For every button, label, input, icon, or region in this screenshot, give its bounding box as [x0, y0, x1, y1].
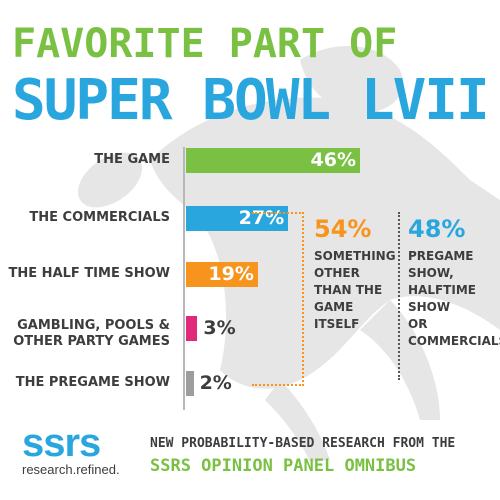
category-label-line: OTHER PARTY GAMES: [13, 334, 170, 349]
callout-something-other-percent: 54%: [314, 215, 372, 243]
category-label: THE COMMERCIALS: [29, 210, 170, 226]
footer-panel-line: SSRS OPINION PANEL OMNIBUS: [150, 456, 417, 476]
category-label-line: THE COMMERCIALS: [29, 210, 170, 225]
category-label-line: THE GAME: [94, 152, 170, 167]
category-label: GAMBLING, POOLS & OTHER PARTY GAMES: [13, 318, 170, 350]
bar: [186, 371, 194, 396]
category-label: THE GAME: [94, 152, 170, 168]
category-label-line: THE PREGAME SHOW: [15, 375, 170, 390]
category-label-line: THE HALF TIME SHOW: [8, 266, 170, 281]
footer-research-line: NEW PROBABILITY-BASED RESEARCH FROM THE: [150, 436, 456, 451]
bar: [186, 316, 198, 341]
value-label: 46%: [310, 149, 356, 171]
value-label: 19%: [208, 263, 254, 285]
value-label: 3%: [203, 317, 236, 339]
category-label: THE HALF TIME SHOW: [9, 266, 170, 282]
title-line-2: SUPER BOWL LVII: [12, 68, 490, 133]
chart-axis-line: [183, 147, 185, 410]
orange-dotted-bracket: [252, 212, 304, 386]
callout-something-other-text: SOMETHING OTHER THAN THE GAME ITSELF: [314, 249, 396, 331]
title-line-1: FAVORITE PART OF: [12, 21, 398, 67]
dotted-divider: [398, 212, 400, 380]
ssrs-logo: ssrs: [22, 421, 101, 465]
category-label: THE PREGAME SHOW: [16, 375, 170, 391]
category-label-line: GAMBLING, POOLS &: [17, 318, 170, 333]
callout-pregame-halftime-commercials-text: PREGAME SHOW, HALFTIME SHOW OR COMMERCIA…: [408, 249, 500, 348]
bar: [186, 262, 258, 287]
bar: [186, 148, 360, 173]
value-label: 2%: [199, 372, 232, 394]
ssrs-logo-tagline: research.refined.: [22, 462, 120, 477]
bar: [186, 206, 289, 231]
callout-pregame-halftime-commercials-percent: 48%: [408, 215, 466, 243]
